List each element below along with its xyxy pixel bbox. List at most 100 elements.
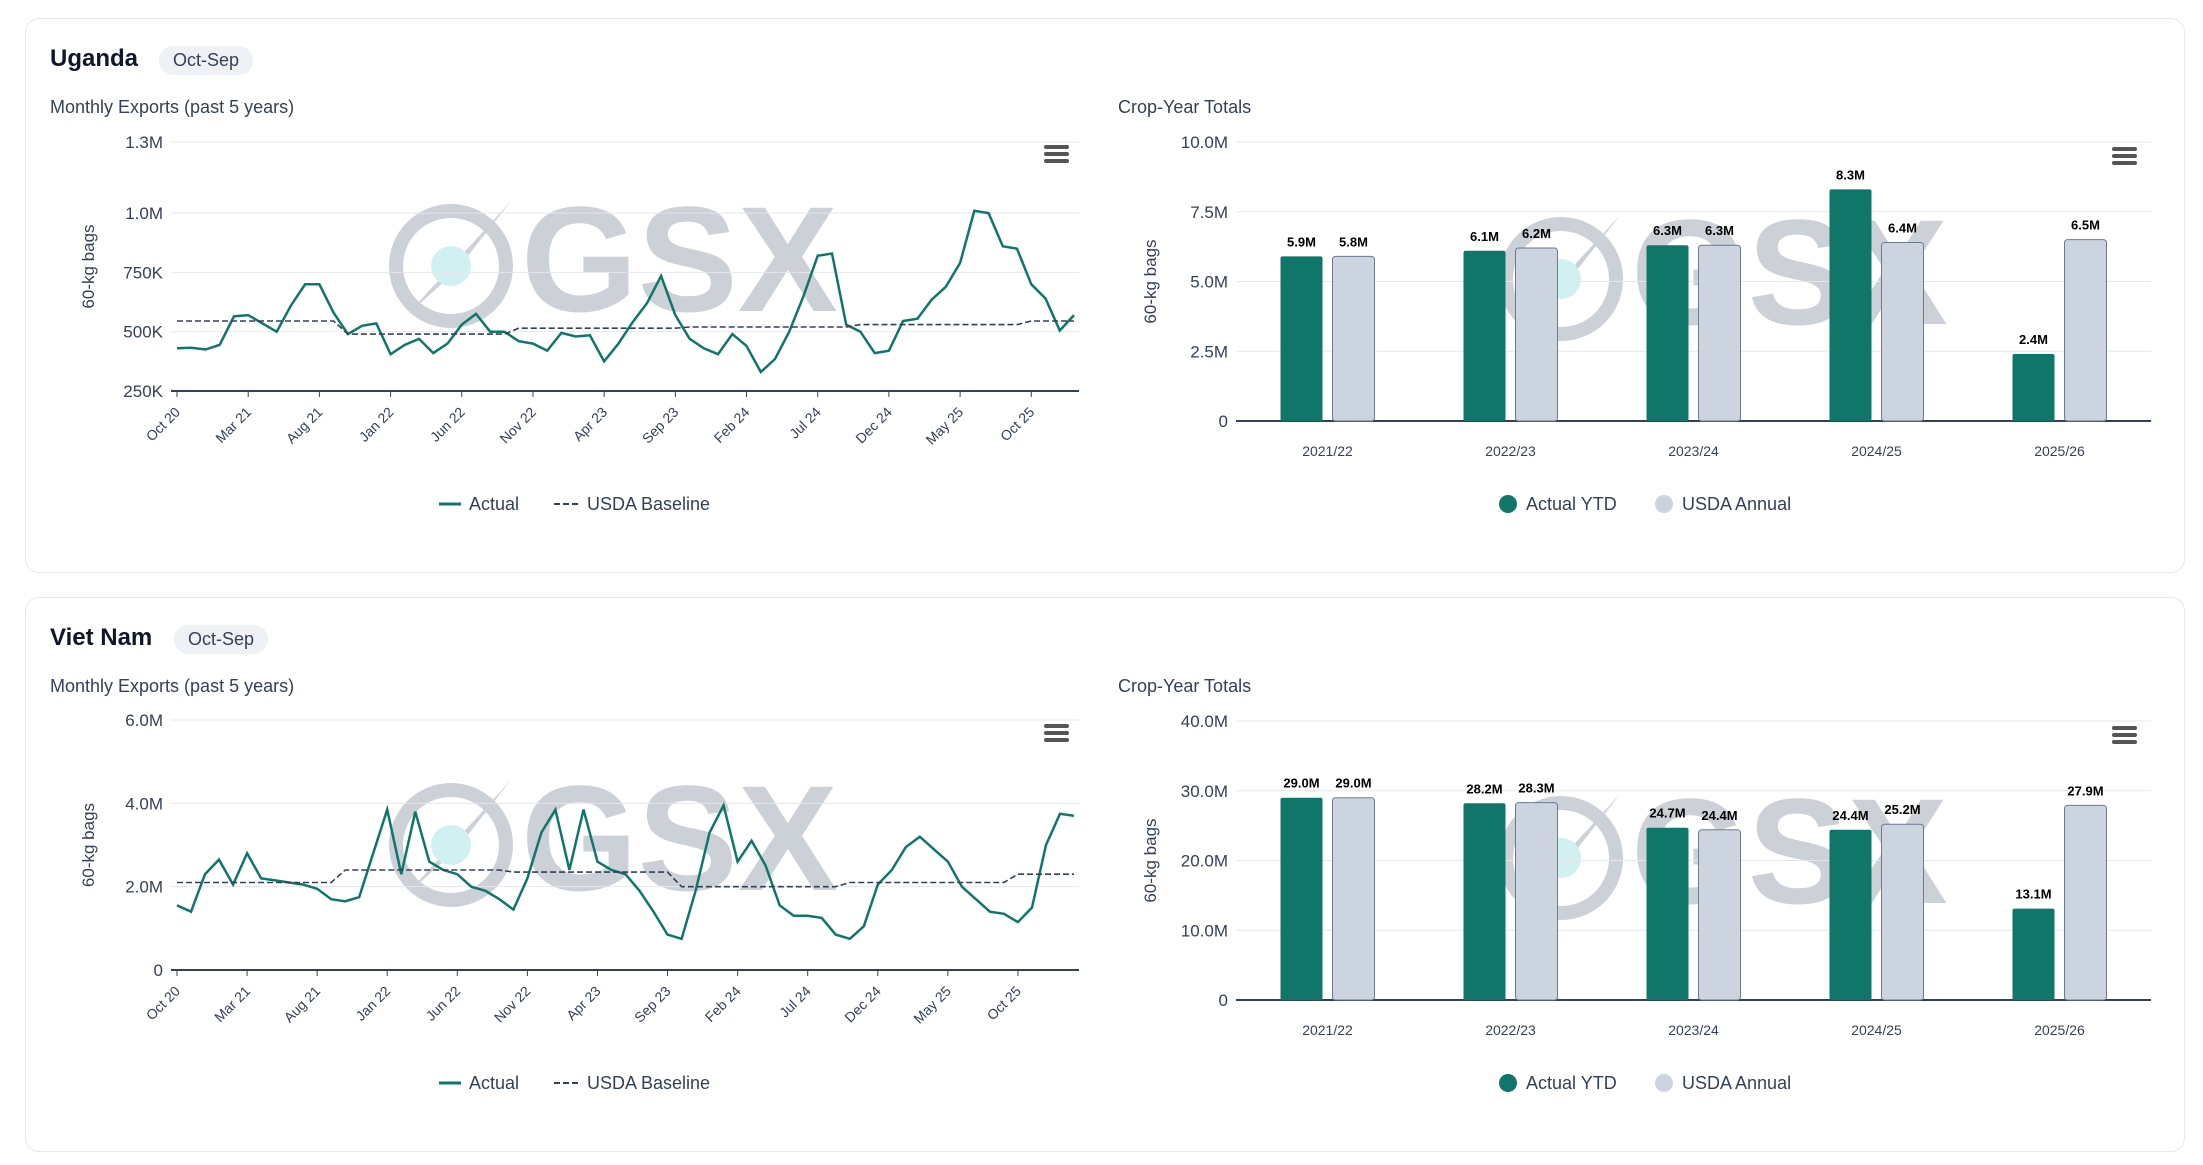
legend-actual-label: Actual [469, 494, 519, 514]
bar-data-label: 24.4M [1832, 808, 1868, 823]
hamburger-menu-icon[interactable] [2112, 147, 2137, 165]
usda-baseline-line [177, 320, 1074, 335]
menu-bar [2112, 726, 2137, 730]
x-tick-label: Jun 22 [422, 983, 463, 1024]
legend-usda-annual-swatch [1655, 1074, 1673, 1092]
legend-actual-ytd-swatch [1499, 1074, 1517, 1092]
monthly-chart-title: Monthly Exports (past 5 years) [50, 97, 295, 117]
y-tick-label: 500K [123, 323, 163, 342]
bar-data-label: 24.4M [1701, 808, 1737, 823]
x-category-label: 2022/23 [1485, 443, 1536, 459]
x-tick-label: Feb 24 [702, 983, 744, 1025]
legend-actual-ytd-label: Actual YTD [1526, 1073, 1617, 1093]
bar-actual-ytd [1463, 803, 1506, 1000]
x-tick-label: Jan 22 [356, 404, 397, 445]
bar-data-label: 6.3M [1705, 223, 1734, 238]
x-tick-label: Sep 23 [639, 404, 682, 447]
bar-actual-ytd [1280, 256, 1323, 421]
menu-bar [1044, 152, 1069, 156]
y-tick-label: 1.0M [125, 204, 163, 223]
bar-usda-annual [1515, 247, 1558, 422]
menu-bar [2112, 740, 2137, 744]
bar-data-label: 6.5M [2071, 218, 2100, 233]
bar-actual-ytd [1829, 829, 1872, 1000]
hamburger-menu-icon[interactable] [1044, 145, 1069, 163]
bar-usda-annual [1698, 829, 1741, 1001]
hamburger-menu-icon[interactable] [2112, 726, 2137, 744]
x-tick-label: Dec 24 [852, 404, 895, 447]
watermark-dot [431, 825, 471, 865]
menu-bar [1044, 145, 1069, 149]
bar-data-label: 6.3M [1653, 223, 1682, 238]
y-axis-label: 60-kg bags [1141, 818, 1160, 902]
bar-data-label: 13.1M [2015, 887, 2051, 902]
bar-actual-ytd [1829, 189, 1872, 421]
actual-series-line [176, 801, 1075, 941]
x-tick-label: Nov 22 [496, 404, 539, 447]
x-tick-label: Jun 22 [427, 404, 468, 445]
x-category-label: 2021/22 [1302, 443, 1353, 459]
x-tick-label: Feb 24 [711, 404, 753, 446]
watermark-text: GSX [521, 175, 838, 343]
x-tick-label: Jan 22 [352, 983, 393, 1024]
y-tick-label: 6.0M [125, 711, 163, 730]
actual-series-line [176, 209, 1075, 374]
hamburger-menu-icon[interactable] [1044, 724, 1069, 742]
x-tick-label: Oct 25 [984, 983, 1025, 1024]
bar-data-label: 8.3M [1836, 167, 1865, 182]
x-category-label: 2024/25 [1851, 443, 1902, 459]
x-tick-label: Oct 20 [143, 983, 184, 1024]
bar-usda-annual [2064, 804, 2107, 1001]
legend-usda-annual-swatch [1655, 495, 1673, 513]
bar-usda-annual [1881, 823, 1924, 1001]
season-badge: Oct-Sep [174, 625, 269, 654]
y-tick-label: 750K [123, 263, 163, 282]
watermark-logo-icon [1499, 796, 1623, 920]
x-tick-label: Aug 21 [281, 983, 324, 1026]
bar-usda-annual [1698, 244, 1741, 422]
bar-actual-ytd [1646, 827, 1689, 1000]
menu-bar [1044, 724, 1069, 728]
legend-usda-annual-label: USDA Annual [1682, 494, 1791, 514]
usda-baseline-line [177, 869, 1074, 888]
bar-data-label: 5.9M [1287, 234, 1316, 249]
crop-chart-title: Crop-Year Totals [1118, 97, 1252, 117]
y-axis-label: 60-kg bags [79, 803, 98, 887]
y-tick-label: 10.0M [1181, 133, 1228, 152]
bar-usda-annual [1332, 797, 1375, 1001]
legend-actual-ytd-swatch [1499, 495, 1517, 513]
menu-bar [1044, 159, 1069, 163]
y-tick-label: 0 [1219, 412, 1228, 431]
bar-actual-ytd [1463, 250, 1506, 421]
watermark-logo-icon [1499, 217, 1623, 341]
y-tick-label: 2.0M [125, 878, 163, 897]
legend-usda-annual-label: USDA Annual [1682, 1073, 1791, 1093]
country-title: Uganda [50, 45, 139, 72]
menu-bar [2112, 154, 2137, 158]
x-tick-label: Oct 25 [997, 404, 1038, 445]
menu-bar [2112, 733, 2137, 737]
bar-actual-ytd [2012, 908, 2055, 1000]
y-tick-label: 20.0M [1181, 852, 1228, 871]
bar-usda-annual [1332, 255, 1375, 422]
gsx-watermark: GSX [389, 175, 838, 343]
bar-data-label: 5.8M [1339, 234, 1368, 249]
bar-actual-ytd [1646, 245, 1689, 421]
y-tick-label: 250K [123, 382, 163, 401]
charts-canvas: GSX 0 2.0M 4.0M 6.0M 60-kg bags Oct 20 Mar 21 Au… [79, 711, 2151, 1093]
y-tick-label: 1.3M [125, 133, 163, 152]
x-category-label: 2025/26 [2034, 443, 2085, 459]
x-tick-label: Mar 21 [211, 983, 253, 1025]
bar-data-label: 6.1M [1470, 229, 1499, 244]
bar-data-label: 25.2M [1884, 802, 1920, 817]
menu-bar [2112, 147, 2137, 151]
bar-usda-annual [1515, 802, 1558, 1001]
x-category-label: 2023/24 [1668, 1022, 1719, 1038]
y-tick-label: 30.0M [1181, 782, 1228, 801]
bar-actual-ytd [1280, 797, 1323, 1000]
bar-data-label: 28.2M [1466, 781, 1502, 796]
legend-actual-ytd-label: Actual YTD [1526, 494, 1617, 514]
x-tick-label: Nov 22 [491, 983, 534, 1026]
y-tick-label: 10.0M [1181, 921, 1228, 940]
bar-data-label: 6.4M [1888, 220, 1917, 235]
